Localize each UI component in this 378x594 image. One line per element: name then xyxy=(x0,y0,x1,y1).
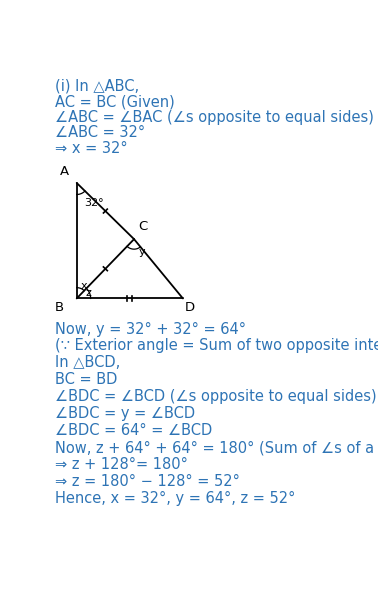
Text: x: x xyxy=(81,281,87,290)
Text: ⇒ x = 32°: ⇒ x = 32° xyxy=(55,141,128,156)
Text: (i) In △ABC,: (i) In △ABC, xyxy=(55,79,139,94)
Text: BC = BD: BC = BD xyxy=(55,372,118,387)
Text: In △BCD,: In △BCD, xyxy=(55,355,120,371)
Text: ∠BDC = ∠BCD (∠s opposite to equal sides): ∠BDC = ∠BCD (∠s opposite to equal sides) xyxy=(55,389,376,405)
Text: z: z xyxy=(86,289,92,298)
Text: y: y xyxy=(139,247,145,257)
Text: ∠ABC = ∠BAC (∠s opposite to equal sides): ∠ABC = ∠BAC (∠s opposite to equal sides) xyxy=(55,110,374,125)
Text: Now, y = 32° + 32° = 64°: Now, y = 32° + 32° = 64° xyxy=(55,321,246,337)
Text: ∠BDC = 64° = ∠BCD: ∠BDC = 64° = ∠BCD xyxy=(55,423,212,438)
Text: ⇒ z = 180° − 128° = 52°: ⇒ z = 180° − 128° = 52° xyxy=(55,474,240,489)
Text: Now, z + 64° + 64° = 180° (Sum of ∠s of a △): Now, z + 64° + 64° = 180° (Sum of ∠s of … xyxy=(55,440,378,455)
Text: ∠ABC = 32°: ∠ABC = 32° xyxy=(55,125,145,140)
Text: AC = BC (Given): AC = BC (Given) xyxy=(55,94,175,109)
Text: C: C xyxy=(138,220,147,233)
Text: ∠BDC = y = ∠BCD: ∠BDC = y = ∠BCD xyxy=(55,406,195,421)
Text: 32°: 32° xyxy=(84,198,104,208)
Text: D: D xyxy=(185,301,195,314)
Text: A: A xyxy=(60,165,69,178)
Text: B: B xyxy=(55,301,64,314)
Text: Hence, x = 32°, y = 64°, z = 52°: Hence, x = 32°, y = 64°, z = 52° xyxy=(55,491,295,506)
Text: ⇒ z + 128°= 180°: ⇒ z + 128°= 180° xyxy=(55,457,188,472)
Text: (∵ Exterior angle = Sum of two opposite interior ∠s): (∵ Exterior angle = Sum of two opposite … xyxy=(55,339,378,353)
